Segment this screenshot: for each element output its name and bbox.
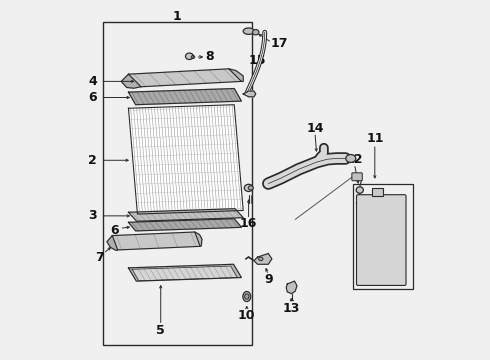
Polygon shape (195, 232, 202, 246)
Text: 5: 5 (156, 324, 165, 337)
Polygon shape (122, 74, 141, 88)
Ellipse shape (186, 53, 194, 59)
Text: 7: 7 (95, 251, 103, 264)
Ellipse shape (259, 257, 263, 261)
Text: 2: 2 (88, 154, 97, 167)
Polygon shape (128, 264, 242, 281)
Bar (372, 188, 383, 196)
FancyBboxPatch shape (357, 195, 406, 285)
Text: 11: 11 (366, 132, 384, 145)
Polygon shape (243, 91, 256, 97)
Polygon shape (112, 232, 200, 250)
Text: 17: 17 (270, 37, 288, 50)
Text: 8: 8 (205, 50, 214, 63)
Text: 4: 4 (88, 75, 97, 88)
Polygon shape (286, 281, 297, 294)
Polygon shape (128, 219, 242, 231)
Text: 6: 6 (88, 91, 97, 104)
FancyBboxPatch shape (352, 173, 362, 181)
Ellipse shape (356, 187, 364, 193)
Polygon shape (229, 69, 243, 81)
Polygon shape (107, 235, 118, 250)
Ellipse shape (252, 30, 259, 35)
Polygon shape (254, 253, 272, 264)
Text: 1: 1 (172, 10, 181, 23)
Text: 3: 3 (88, 210, 97, 222)
Text: 16: 16 (240, 217, 257, 230)
Ellipse shape (245, 184, 253, 192)
Text: 12: 12 (345, 153, 363, 166)
Text: 13: 13 (283, 302, 300, 315)
Bar (353, 184, 413, 289)
Text: 9: 9 (264, 273, 272, 286)
Polygon shape (128, 89, 242, 105)
Ellipse shape (248, 186, 253, 190)
Text: 6: 6 (110, 224, 119, 238)
Polygon shape (128, 69, 242, 87)
Ellipse shape (346, 154, 356, 162)
Text: 14: 14 (306, 122, 324, 135)
Polygon shape (132, 266, 237, 281)
Ellipse shape (245, 294, 249, 299)
Polygon shape (128, 209, 243, 221)
Text: 15: 15 (249, 54, 266, 67)
Bar (103, 22, 252, 345)
Text: 10: 10 (238, 309, 256, 322)
Ellipse shape (243, 292, 251, 302)
Polygon shape (128, 105, 243, 214)
Ellipse shape (243, 28, 254, 35)
